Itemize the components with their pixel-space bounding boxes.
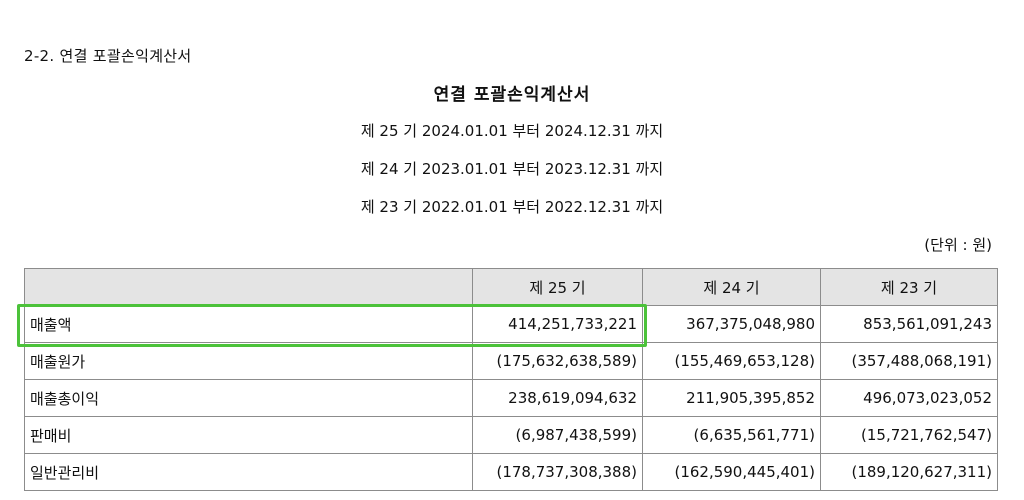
header-period-24: 제 24 기 [642,268,821,306]
value-cell: (155,469,653,128) [642,342,821,380]
value-cell: (6,987,438,599) [472,416,643,454]
period-line-23: 제 23 기 2022.01.01 부터 2022.12.31 까지 [360,198,664,216]
value-cell: (15,721,762,547) [820,416,998,454]
value-cell: (189,120,627,311) [820,453,998,491]
value-cell: 211,905,395,852 [642,379,821,417]
value-cell: 853,561,091,243 [820,305,998,343]
table-row: 일반관리비 (178,737,308,388) (162,590,445,401… [24,453,998,491]
table-row: 판매비 (6,987,438,599) (6,635,561,771) (15,… [24,416,998,454]
header-period-25: 제 25 기 [472,268,643,306]
unit-label: (단위 : 원) [924,236,992,254]
table-row: 매출총이익 238,619,094,632 211,905,395,852 49… [24,379,998,417]
row-label: 매출총이익 [24,379,473,417]
value-cell: 414,251,733,221 [472,305,643,343]
table-header-row: 제 25 기 제 24 기 제 23 기 [24,268,998,306]
value-cell: (175,632,638,589) [472,342,643,380]
table-row: 매출액 414,251,733,221 367,375,048,980 853,… [24,305,998,343]
row-label: 매출원가 [24,342,473,380]
header-period-23: 제 23 기 [820,268,998,306]
period-line-25: 제 25 기 2024.01.01 부터 2024.12.31 까지 [360,122,664,140]
period-line-24: 제 24 기 2023.01.01 부터 2023.12.31 까지 [360,160,664,178]
document-title: 연결 포괄손익계산서 [433,85,591,105]
value-cell: 496,073,023,052 [820,379,998,417]
value-cell: (357,488,068,191) [820,342,998,380]
row-label: 매출액 [24,305,473,343]
income-statement-table: 제 25 기 제 24 기 제 23 기 매출액 414,251,733,221… [24,268,998,491]
value-cell: (6,635,561,771) [642,416,821,454]
section-heading: 2-2. 연결 포괄손익계산서 [24,47,192,65]
header-label-cell [24,268,473,306]
value-cell: (162,590,445,401) [642,453,821,491]
value-cell: 367,375,048,980 [642,305,821,343]
row-label: 판매비 [24,416,473,454]
table-row: 매출원가 (175,632,638,589) (155,469,653,128)… [24,342,998,380]
value-cell: (178,737,308,388) [472,453,643,491]
row-label: 일반관리비 [24,453,473,491]
value-cell: 238,619,094,632 [472,379,643,417]
